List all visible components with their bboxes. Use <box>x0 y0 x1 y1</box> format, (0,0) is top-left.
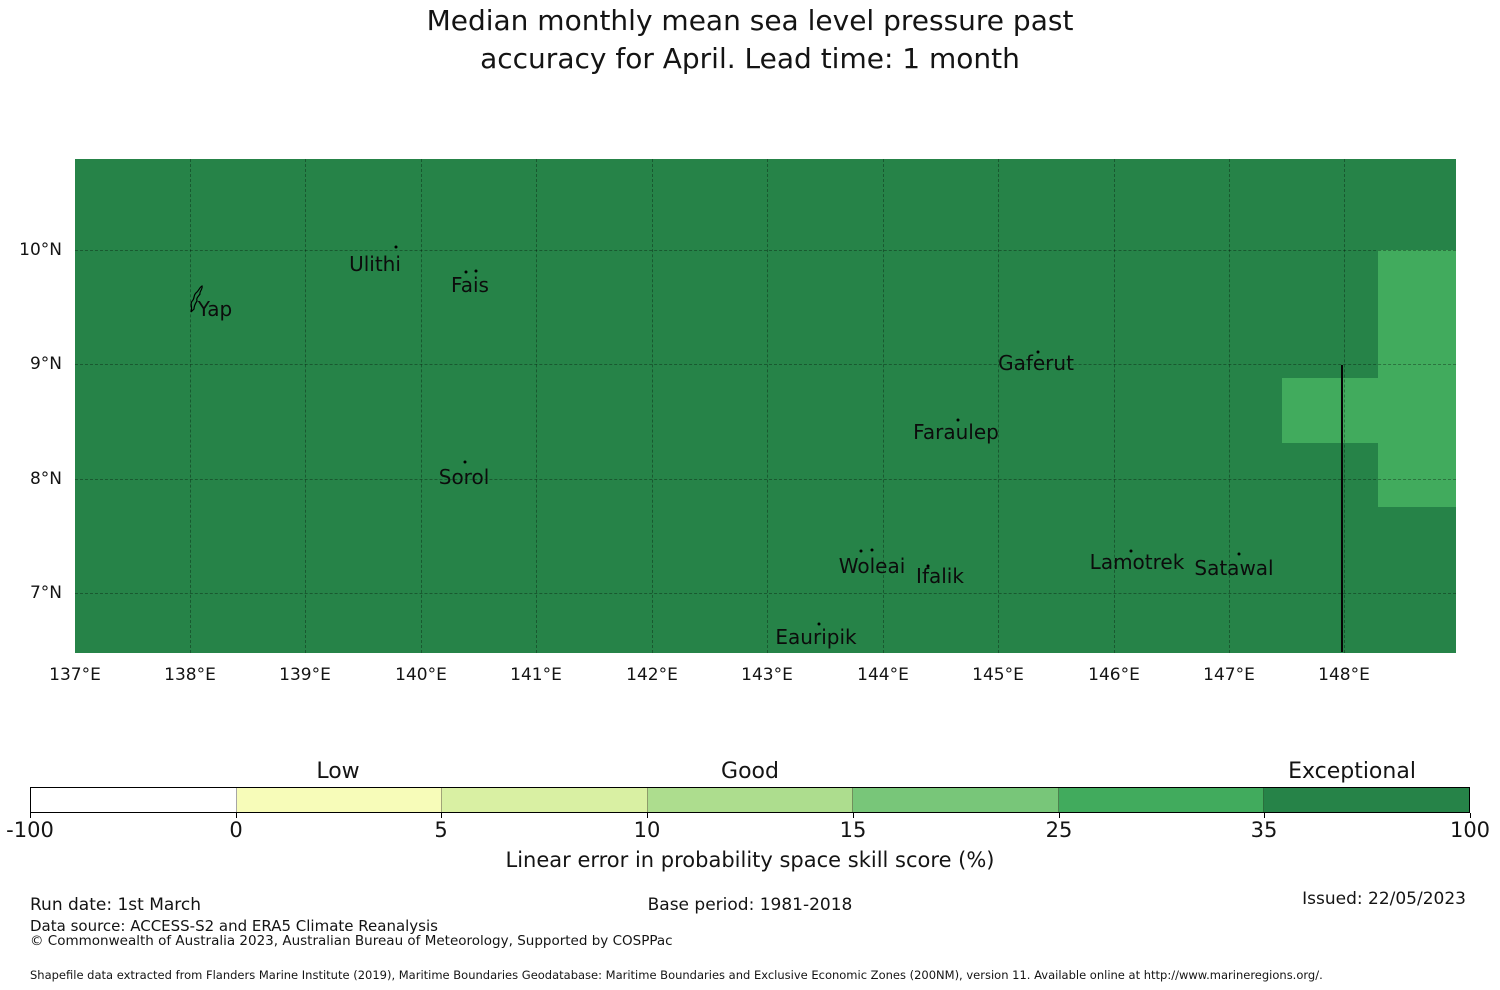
grid-line-vertical <box>305 159 306 653</box>
x-tick-label: 137°E <box>49 665 101 685</box>
place-label: Gaferut <box>998 351 1074 375</box>
grid-line-vertical <box>883 159 884 653</box>
base-period-text: Base period: 1981-2018 <box>647 895 853 915</box>
colorbar-segment <box>1264 788 1470 812</box>
island-dot <box>463 460 467 464</box>
place-label: Sorol <box>438 465 490 489</box>
grid-line-horizontal <box>75 593 1456 594</box>
grid-line-vertical <box>998 159 999 653</box>
colorbar-tick-mark <box>30 813 31 818</box>
title-line-2: accuracy for April. Lead time: 1 month <box>480 42 1020 75</box>
place-label: Lamotrek <box>1089 550 1185 574</box>
highlight-patch <box>1282 378 1378 443</box>
page-title: Median monthly mean sea level pressure p… <box>0 2 1500 78</box>
place-label: Yap <box>197 297 233 321</box>
place-label: Fais <box>451 273 489 297</box>
island-dot <box>474 269 478 273</box>
y-tick-label: 9°N <box>29 354 62 374</box>
grid-line-vertical <box>1229 159 1230 653</box>
shapefile-note-text: Shapefile data extracted from Flanders M… <box>30 968 1323 982</box>
island-dot <box>870 548 874 552</box>
grid-line-horizontal <box>75 250 1456 251</box>
x-tick-label: 142°E <box>626 665 678 685</box>
place-label: Ifalik <box>916 564 964 588</box>
colorbar-tick-label: 5 <box>434 818 448 842</box>
colorbar <box>30 787 1470 813</box>
island-dot <box>394 245 398 249</box>
grid-line-vertical <box>767 159 768 653</box>
grid-line-vertical <box>1114 159 1115 653</box>
data-source-text: Data source: ACCESS-S2 and ERA5 Climate … <box>30 917 438 935</box>
island-dot <box>464 270 468 274</box>
eez-boundary-line <box>1341 365 1343 652</box>
run-date-text: Run date: 1st March <box>30 895 202 915</box>
colorbar-segment <box>31 788 237 812</box>
x-tick-label: 144°E <box>857 665 909 685</box>
grid-line-vertical <box>421 159 422 653</box>
grid-line-vertical <box>1344 159 1345 653</box>
island-dot <box>956 418 960 422</box>
colorbar-tick-label: 10 <box>633 818 661 842</box>
colorbar-tick-mark <box>1264 813 1265 818</box>
x-tick-label: 146°E <box>1088 665 1140 685</box>
map-canvas: Yap Ulithi Fais Sorol Gaferut Faraulep Woleai I… <box>75 159 1456 653</box>
x-tick-label: 138°E <box>164 665 216 685</box>
colorbar-tick-label: 100 <box>1449 818 1491 842</box>
colorbar-tick-label: 25 <box>1045 818 1073 842</box>
colorbar-segment <box>647 788 854 812</box>
x-tick-label: 147°E <box>1203 665 1255 685</box>
colorbar-tick-mark <box>441 813 442 818</box>
colorbar-quality-label: Exceptional <box>1288 759 1416 784</box>
colorbar-segment <box>853 788 1059 812</box>
issued-text: Issued: 22/05/2023 <box>1302 889 1466 909</box>
colorbar-quality-label: Good <box>721 759 779 784</box>
y-tick-label: 8°N <box>29 469 62 489</box>
island-dot <box>859 549 863 553</box>
grid-line-horizontal <box>75 364 1456 365</box>
colorbar-tick-mark <box>236 813 237 818</box>
colorbar-tick-mark <box>1059 813 1060 818</box>
colorbar-tick-mark <box>1470 813 1471 818</box>
grid-line-vertical <box>536 159 537 653</box>
title-line-1: Median monthly mean sea level pressure p… <box>426 4 1074 37</box>
colorbar-tick-label: 35 <box>1250 818 1278 842</box>
grid-line-vertical <box>190 159 191 653</box>
colorbar-tick-mark <box>853 813 854 818</box>
x-tick-label: 141°E <box>510 665 562 685</box>
place-label: Eauripik <box>775 625 857 649</box>
colorbar-tick-label: -100 <box>6 818 54 842</box>
place-label: Satawal <box>1194 556 1274 580</box>
grid-line-vertical <box>652 159 653 653</box>
x-tick-label: 148°E <box>1318 665 1370 685</box>
colorbar-segment <box>236 788 443 812</box>
place-label: Faraulep <box>913 420 999 444</box>
colorbar-tick-label: 15 <box>839 818 867 842</box>
place-label: Ulithi <box>349 252 401 276</box>
place-label: Woleai <box>838 554 906 578</box>
x-tick-label: 143°E <box>741 665 793 685</box>
island-dot <box>817 622 821 626</box>
grid-line-horizontal <box>75 479 1456 480</box>
y-tick-label: 7°N <box>29 583 62 603</box>
x-tick-label: 140°E <box>395 665 447 685</box>
colorbar-tick-label: 0 <box>229 818 243 842</box>
highlight-patch <box>1378 250 1456 507</box>
x-tick-label: 145°E <box>972 665 1024 685</box>
island-dot <box>1237 552 1241 556</box>
x-tick-label: 139°E <box>279 665 331 685</box>
island-dot <box>1036 350 1040 354</box>
colorbar-tick-mark <box>647 813 648 818</box>
colorbar-segment <box>1058 788 1265 812</box>
colorbar-quality-label: Low <box>316 759 360 784</box>
yap-island-outline <box>187 285 209 317</box>
island-dot <box>1129 549 1133 553</box>
copyright-text: © Commonwealth of Australia 2023, Austra… <box>30 933 673 949</box>
colorbar-segment <box>442 788 648 812</box>
colorbar-axis-label: Linear error in probability space skill … <box>505 848 995 872</box>
island-dot <box>926 564 930 568</box>
y-tick-label: 10°N <box>19 240 62 260</box>
